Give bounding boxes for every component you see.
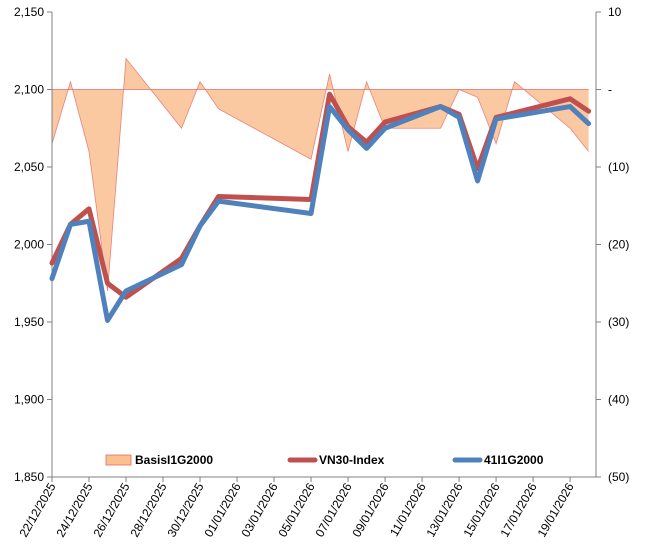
right-axis-tick-label: (10) [608, 160, 629, 174]
left-axis-tick-label: 1,900 [14, 393, 44, 407]
x-axis-tick-label: 11/01/2026 [387, 480, 429, 539]
legend-label-basisi1g2000: BasisI1G2000 [135, 453, 213, 467]
x-axis-tick-label: 13/01/2026 [424, 480, 466, 539]
x-axis-tick-label: 22/12/2025 [16, 480, 58, 539]
x-axis-tick-label: 05/01/2026 [275, 480, 317, 539]
x-axis-tick-label: 26/12/2025 [90, 480, 132, 539]
x-axis-tick-label: 28/12/2025 [127, 480, 169, 539]
right-axis-tick-label: (30) [608, 315, 629, 329]
left-axis-tick-label: 1,950 [14, 315, 44, 329]
basis-area-fill [52, 58, 589, 291]
left-axis-tick-label: 2,000 [14, 238, 44, 252]
left-axis-tick-label: 2,100 [14, 83, 44, 97]
right-axis-tick-label: 10 [608, 5, 622, 19]
index-lines-layer [49, 91, 592, 323]
series-line-vn30-index [49, 91, 592, 300]
right-axis-tick-label: (20) [608, 238, 629, 252]
x-axis-tick-label: 15/01/2026 [461, 480, 503, 539]
legend: BasisI1G2000 VN30-Index 41I1G2000 [105, 453, 544, 467]
left-axis-tick-label: 2,150 [14, 5, 44, 19]
series-line-41i1g2000 [49, 104, 592, 323]
legend-label-41i1g2000: 41I1G2000 [484, 453, 544, 467]
left-axis-tick-label: 2,050 [14, 160, 44, 174]
x-axis-tick-label: 07/01/2026 [312, 480, 354, 539]
x-axis-tick-label: 19/01/2026 [535, 480, 577, 539]
x-axis-tick-label: 01/01/2026 [201, 480, 243, 539]
legend-swatch-basisi1g2000 [105, 454, 132, 466]
x-axis-tick-label: 09/01/2026 [350, 480, 392, 539]
x-axis-tick-label: 17/01/2026 [498, 480, 540, 539]
x-axis-tick-label: 03/01/2026 [238, 480, 280, 539]
x-axis-tick-label: 24/12/2025 [53, 480, 95, 539]
right-axis-tick-label: - [608, 83, 612, 97]
right-axis-tick-label: (50) [608, 470, 629, 484]
axes-layer [47, 11, 601, 482]
right-axis-tick-label: (40) [608, 393, 629, 407]
basis-area-layer [51, 57, 589, 292]
x-axis-tick-label: 30/12/2025 [164, 480, 206, 539]
left-axis-tick-label: 1,850 [14, 470, 44, 484]
legend-label-vn30-index: VN30-Index [319, 453, 385, 467]
